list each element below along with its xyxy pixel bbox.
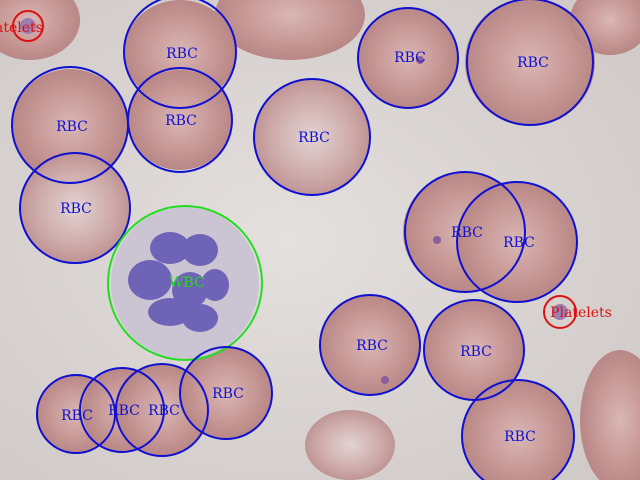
red-blood-cell [358,8,458,108]
rbc-detection-circle [456,181,578,303]
platelet [20,18,36,34]
rbc-detection-label: RBC [165,113,197,129]
rbc-detection-circle [123,0,237,109]
platelet [381,376,389,384]
red-blood-cell [128,70,232,170]
rbc-detection-circle [115,363,209,457]
red-blood-cell [462,380,574,480]
rbc-detection-circle [319,294,421,396]
rbc-detection-circle [466,0,594,126]
rbc-detection-circle [19,152,131,264]
rbc-detection-circle [404,171,526,293]
rbc-detection-label: RBC [60,201,92,217]
rbc-detection-label: RBC [460,344,492,360]
rbc-detection-label: RBC [56,119,88,135]
red-blood-cell [180,347,272,439]
red-blood-cell [254,79,370,195]
rbc-detection-label: RBC [503,235,535,251]
rbc-detection-circle [127,67,233,173]
rbc-detection-circle [36,374,116,454]
red-blood-cell [580,350,640,480]
rbc-detection-label: RBC [148,403,180,419]
rbc-detection-label: RBC [61,408,93,424]
platelet [552,304,568,320]
rbc-detection-label: RBC [108,403,140,419]
red-blood-cell [457,182,577,302]
rbc-detection-label: RBC [212,386,244,402]
red-blood-cell [465,0,595,126]
platelet [433,236,441,244]
red-blood-cell [570,0,640,55]
rbc-detection-circle [357,7,459,109]
rbc-detection-label: RBC [517,55,549,71]
rbc-detection-circle [179,346,273,440]
red-blood-cell [424,300,524,400]
rbc-detection-label: RBC [394,50,426,66]
platelets-detection-circle [12,10,44,42]
platelets-detection-label: Platelets [550,305,612,321]
rbc-detection-label: RBC [451,225,483,241]
red-blood-cell [215,0,365,60]
red-blood-cell [0,0,80,60]
red-blood-cell [20,154,130,262]
platelet [416,56,424,64]
wbc-detection-label: WBC [169,275,205,291]
red-blood-cell [320,295,420,395]
rbc-detection-circle [253,78,371,196]
red-blood-cell [305,410,395,480]
platelets-detection-circle [543,295,577,329]
rbc-detection-label: RBC [298,130,330,146]
rbc-detection-circle [79,367,165,453]
detection-overlay: Platelets RBC RBC RBC RBC RBC RBC RBC WBC RBC RBC P… [0,0,612,480]
wbc-nucleus [128,232,229,332]
rbc-detection-label: RBC [166,46,198,62]
rbc-detection-label: RBC [504,429,536,445]
red-blood-cell [12,69,128,181]
platelets-detection-label: Platelets [0,20,43,36]
rbc-detection-label: RBC [356,338,388,354]
rbc-detection-circle [461,379,575,480]
wbc-detection-circle [107,205,263,361]
